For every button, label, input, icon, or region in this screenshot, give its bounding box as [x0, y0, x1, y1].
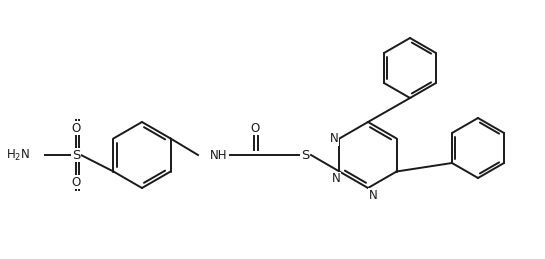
Text: N: N [369, 189, 378, 202]
Text: NH: NH [210, 148, 227, 162]
Text: S: S [72, 148, 80, 162]
Text: N: N [330, 132, 338, 145]
Text: N: N [330, 132, 338, 145]
Text: O: O [250, 121, 259, 134]
Text: N: N [332, 172, 341, 185]
Text: S: S [301, 148, 309, 162]
Text: N: N [332, 172, 341, 185]
Text: O: O [71, 121, 81, 134]
Text: $\mathsf{H_2N}$: $\mathsf{H_2N}$ [6, 147, 30, 163]
Text: O: O [71, 176, 81, 189]
Text: N: N [369, 189, 378, 202]
